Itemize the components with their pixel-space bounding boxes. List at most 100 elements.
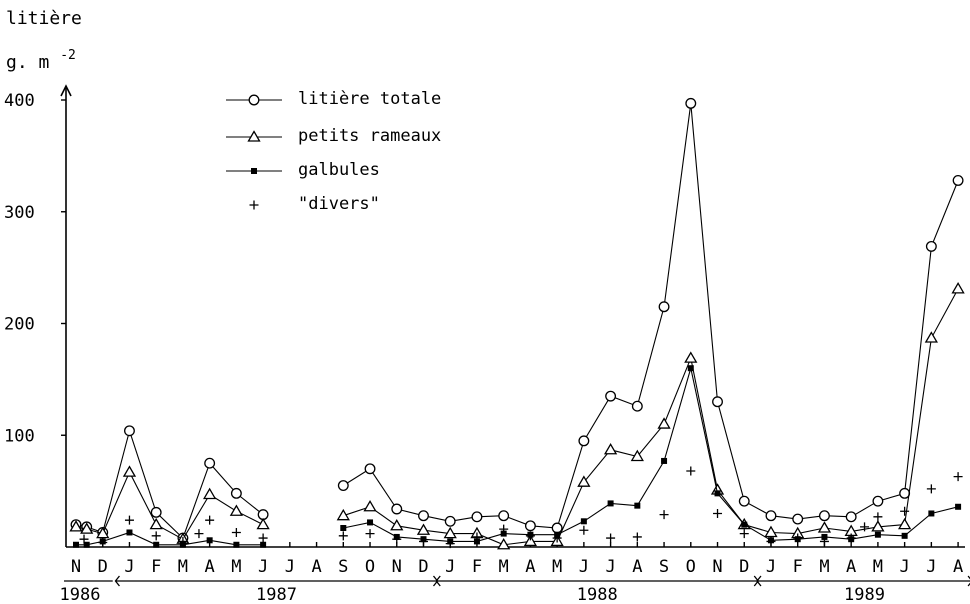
x-tick-label-26: J xyxy=(766,557,776,577)
point-3-19 xyxy=(606,533,616,543)
series-line-2-1 xyxy=(343,368,959,542)
point-0-13 xyxy=(444,515,456,527)
series-0 xyxy=(70,97,964,544)
point-3-8 xyxy=(258,533,268,543)
point-0-28 xyxy=(845,511,857,523)
point-3-1 xyxy=(98,538,108,548)
point-2-3 xyxy=(126,529,133,536)
year-label-1989: 1989 xyxy=(844,585,885,604)
point-3-13 xyxy=(445,539,455,549)
x-tick-label-12: N xyxy=(392,557,402,577)
point-3-32 xyxy=(926,484,936,494)
point-1-2 xyxy=(96,526,110,539)
point-0-17 xyxy=(551,522,563,534)
year-brackets: 1986 1987 1988 1989 xyxy=(60,575,970,604)
point-0-20 xyxy=(631,400,643,412)
y-axis-label-exponent: -2 xyxy=(60,48,76,63)
x-tick-label-18: M xyxy=(552,557,562,577)
x-tick-label-9: A xyxy=(311,557,321,577)
legend-label-galbules: galbules xyxy=(298,160,380,180)
point-3-6 xyxy=(205,515,215,525)
point-2-29 xyxy=(874,531,881,538)
x-tick-label-31: J xyxy=(900,557,910,577)
point-1-15 xyxy=(497,537,511,550)
y-axis-label-line2: g. m -2 xyxy=(6,48,76,73)
x-tick-label-8: J xyxy=(285,557,295,577)
series-line-1-1 xyxy=(343,288,959,546)
y-tick-label-300: 300 xyxy=(4,203,35,223)
point-1-7 xyxy=(229,504,244,516)
point-1-19 xyxy=(603,442,618,455)
point-0-22 xyxy=(685,97,697,109)
y-axis-label-unit: g. m xyxy=(6,52,49,73)
point-3-7 xyxy=(231,527,241,537)
point-1-18 xyxy=(577,475,591,487)
point-0-31 xyxy=(925,240,937,252)
legend-entry-rameaux: petits rameaux xyxy=(226,126,441,146)
point-2-18 xyxy=(580,518,587,525)
x-tick-label-27: F xyxy=(793,557,803,577)
point-3-30 xyxy=(873,512,883,522)
y-tick-label-100: 100 xyxy=(4,426,35,446)
point-3-0 xyxy=(79,534,89,544)
point-3-3 xyxy=(151,531,161,541)
point-3-25 xyxy=(766,536,776,546)
point-0-18 xyxy=(578,435,590,447)
year-label-1987: 1987 xyxy=(256,585,297,604)
legend-marker-square xyxy=(251,168,257,174)
x-tick-label-3: F xyxy=(151,557,161,577)
point-3-29 xyxy=(860,522,870,532)
legend-marker-triangle xyxy=(247,130,261,142)
point-1-0 xyxy=(69,520,83,532)
legend-label-divers: "divers" xyxy=(298,194,380,214)
x-tick-label-25: D xyxy=(739,557,749,577)
point-0-23 xyxy=(712,396,723,408)
x-tick-label-21: A xyxy=(632,557,642,577)
x-tick-label-13: D xyxy=(418,557,428,577)
point-1-16 xyxy=(523,534,538,547)
point-2-9 xyxy=(340,525,347,532)
point-2-1 xyxy=(83,541,90,548)
point-0-10 xyxy=(364,463,376,475)
point-0-6 xyxy=(204,457,216,469)
series-3 xyxy=(79,466,963,549)
x-tick-label-2: J xyxy=(124,557,134,577)
x-tick-label-16: M xyxy=(499,557,509,577)
point-0-11 xyxy=(391,503,403,515)
point-3-33 xyxy=(953,472,963,482)
point-0-3 xyxy=(124,425,135,437)
point-2-19 xyxy=(607,500,614,507)
x-tick-label-29: A xyxy=(846,557,856,577)
legend-label-total: litière totale xyxy=(298,89,441,109)
point-2-23 xyxy=(714,490,721,497)
point-1-10 xyxy=(363,499,377,512)
x-tick-label-4: M xyxy=(178,557,188,577)
legend-entry-galbules: galbules xyxy=(226,160,380,180)
x-tick-label-30: M xyxy=(873,557,883,577)
point-0-21 xyxy=(658,301,670,313)
point-3-26 xyxy=(793,533,803,543)
point-3-2 xyxy=(124,515,134,525)
point-0-7 xyxy=(230,487,242,499)
point-1-21 xyxy=(657,417,671,429)
legend-entry-divers: "divers" xyxy=(249,194,380,214)
x-tick-label-5: A xyxy=(205,557,215,577)
point-3-11 xyxy=(392,534,402,544)
point-2-31 xyxy=(928,510,935,517)
x-tick-label-1: D xyxy=(98,557,108,577)
point-2-6 xyxy=(206,537,213,544)
y-tick-label-400: 400 xyxy=(4,91,35,111)
point-3-27 xyxy=(819,536,829,546)
point-0-14 xyxy=(471,511,483,523)
point-3-15 xyxy=(499,524,509,534)
x-tick-label-24: N xyxy=(712,557,722,577)
point-3-21 xyxy=(659,510,669,520)
point-1-29 xyxy=(871,520,885,532)
point-1-27 xyxy=(817,521,832,533)
point-0-15 xyxy=(498,510,510,522)
point-3-22 xyxy=(686,466,696,476)
point-1-31 xyxy=(924,331,938,343)
point-2-4 xyxy=(153,541,160,548)
series-1 xyxy=(69,282,965,550)
